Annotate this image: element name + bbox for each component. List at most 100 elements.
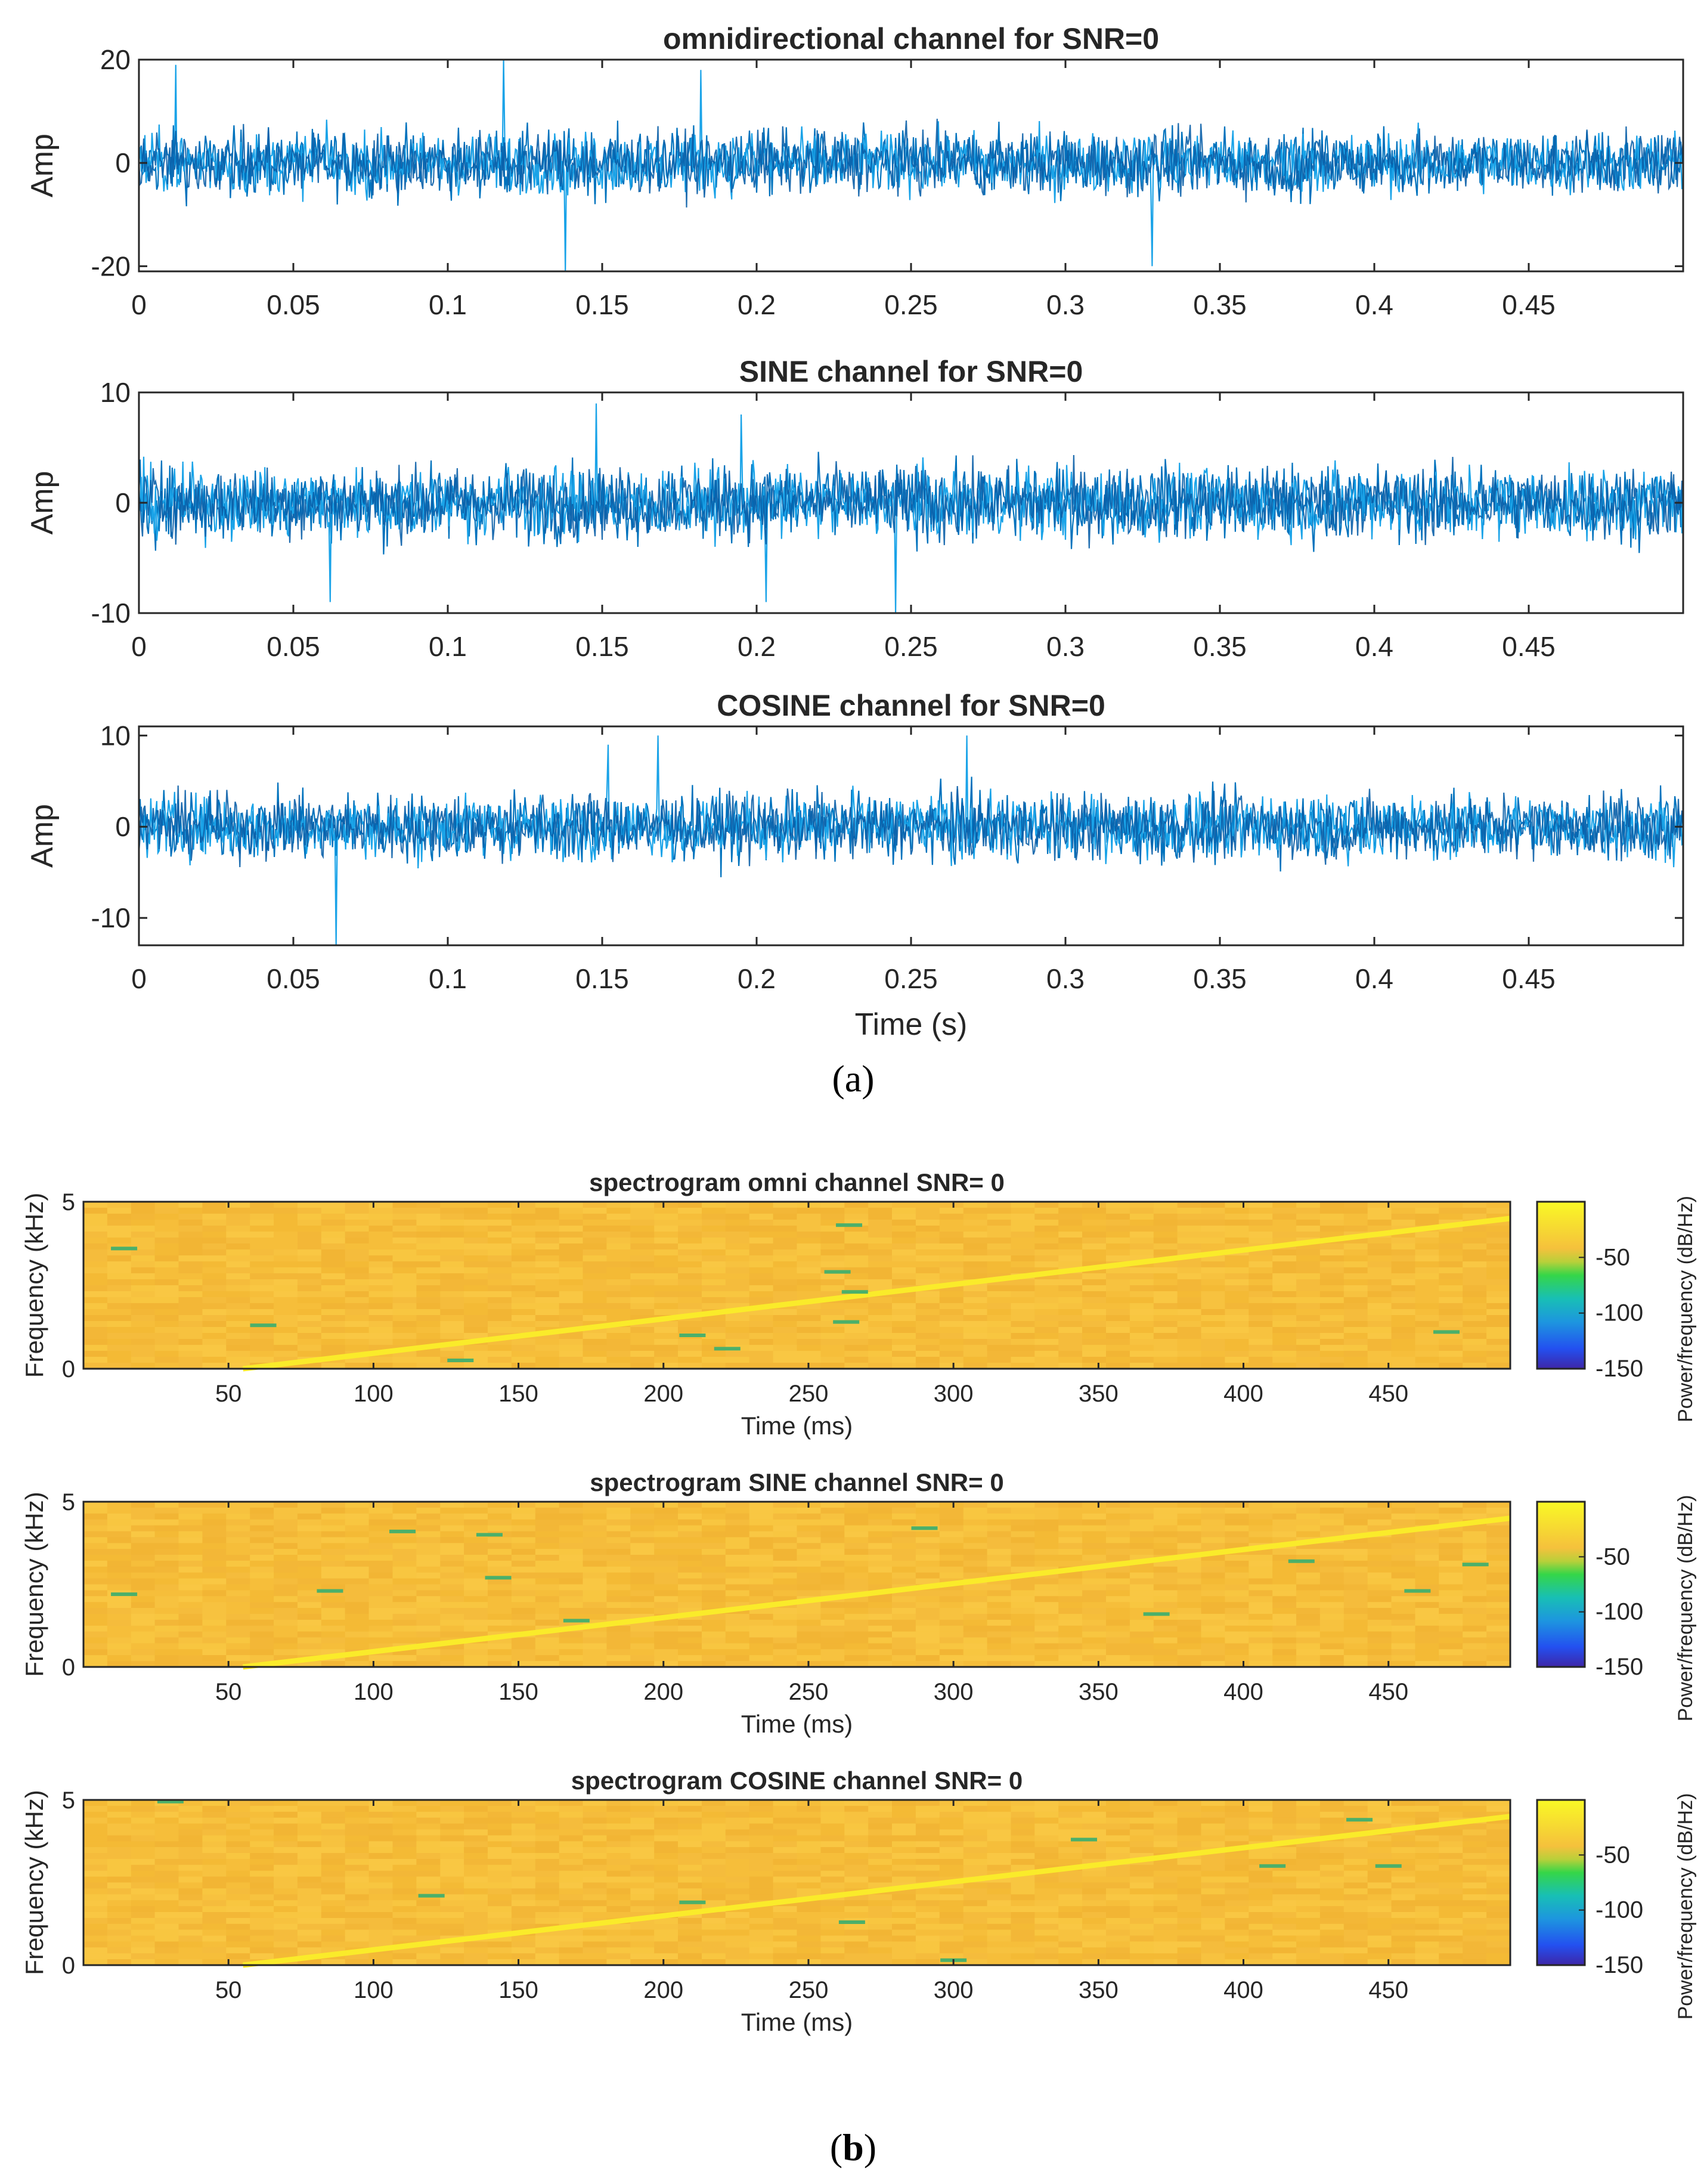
heatmap-cell: [1225, 1232, 1249, 1238]
heatmap-cell: [226, 1525, 250, 1532]
heatmap-cell: [820, 1543, 845, 1549]
heatmap-cell: [131, 1847, 156, 1854]
heatmap-cell: [1249, 1303, 1273, 1310]
heatmap-cell: [511, 1249, 536, 1256]
heatmap-cell: [1225, 1537, 1249, 1543]
heatmap-cell: [583, 1507, 607, 1514]
heatmap-cell: [773, 1345, 798, 1351]
heatmap-cell: [820, 1906, 845, 1913]
heatmap-cell: [1249, 1805, 1273, 1812]
heatmap-cell: [1225, 1572, 1249, 1579]
heatmap-cell: [844, 1661, 869, 1668]
heatmap-cell: [797, 1823, 821, 1830]
heatmap-cell: [1463, 1309, 1487, 1316]
heatmap-cell: [202, 1584, 227, 1591]
heatmap-cell: [274, 1817, 298, 1824]
heatmap-cell: [559, 1596, 584, 1603]
heatmap-cell: [939, 1303, 964, 1310]
heatmap-cell: [274, 1917, 298, 1925]
heatmap-cell: [368, 1560, 394, 1567]
heatmap-cell: [939, 1531, 964, 1538]
heatmap-cell: [392, 1888, 417, 1895]
heatmap-cell: [654, 1339, 679, 1345]
heatmap-cell: [1343, 1238, 1368, 1244]
heatmap-cell: [297, 1507, 322, 1514]
heatmap-cell: [1391, 1261, 1416, 1268]
heatmap-cell: [178, 1853, 203, 1860]
heatmap-cell: [1225, 1882, 1249, 1889]
heatmap-cell: [226, 1566, 250, 1573]
heatmap-cell: [1272, 1614, 1297, 1620]
heatmap-cell: [868, 1811, 893, 1818]
heatmap-cell: [83, 1853, 108, 1860]
heatmap-cell: [559, 1805, 584, 1812]
heatmap-cell: [274, 1327, 298, 1334]
heatmap-cell: [1415, 1578, 1439, 1585]
heatmap-cell: [83, 1555, 108, 1561]
spectrogram-chart-2: 50 100 150 200 250 300 350 400 45005spectrogram …: [20, 1468, 1697, 1738]
heatmap-cell: [1201, 1525, 1225, 1532]
heatmap-cell: [131, 1255, 156, 1262]
heatmap-cell: [226, 1608, 250, 1614]
heatmap-cell: [1486, 1327, 1511, 1334]
heatmap-cell: [1296, 1661, 1321, 1668]
heatmap-cell: [131, 1841, 156, 1848]
heatmap-cell: [1034, 1220, 1059, 1226]
heatmap-cell: [892, 1929, 916, 1936]
heatmap-cell: [416, 1285, 441, 1292]
heatmap-cell: [1201, 1947, 1225, 1954]
heatmap-cell: [1319, 1208, 1344, 1214]
heatmap-cell: [154, 1625, 179, 1632]
heatmap-cell: [1058, 1333, 1083, 1340]
heatmap-cell: [178, 1232, 203, 1238]
heatmap-cell: [368, 1929, 394, 1936]
heatmap-cell: [440, 1829, 464, 1836]
heatmap-cell: [725, 1238, 750, 1244]
heatmap-cell: [321, 1321, 346, 1328]
heatmap-cell: [107, 1835, 132, 1842]
heatmap-cell: [1272, 1555, 1297, 1561]
heatmap-cell: [1486, 1537, 1511, 1543]
heatmap-cell: [1129, 1661, 1154, 1668]
heatmap-cell: [892, 1935, 916, 1942]
heatmap-cell: [131, 1309, 156, 1316]
heatmap-cell: [773, 1351, 798, 1357]
heatmap-cell: [1106, 1864, 1130, 1871]
heatmap-cell: [1201, 1555, 1225, 1561]
heatmap-cell: [630, 1870, 655, 1877]
heatmap-cell: [702, 1543, 726, 1549]
heatmap-cell: [107, 1351, 132, 1357]
signal-series-3: [139, 454, 1683, 549]
heatmap-cell: [511, 1947, 536, 1954]
heatmap-cell: [392, 1555, 417, 1561]
heatmap-cell: [464, 1841, 488, 1848]
heatmap-cell: [416, 1596, 441, 1603]
heatmap-cell: [1367, 1578, 1392, 1585]
heatmap-cell: [678, 1655, 702, 1662]
heatmap-cell: [1343, 1566, 1368, 1573]
heatmap-cell: [1249, 1560, 1273, 1567]
heatmap-cell: [844, 1841, 869, 1848]
heatmap-cell: [725, 1870, 750, 1877]
heatmap-cell: [345, 1327, 370, 1334]
heatmap-cell: [1319, 1631, 1344, 1638]
heatmap-cell: [1058, 1870, 1083, 1877]
heatmap-cell: [749, 1935, 774, 1942]
heatmap-cell: [725, 1596, 750, 1603]
heatmap-cell: [1367, 1357, 1392, 1363]
heatmap-cell: [963, 1900, 988, 1907]
heatmap-cell: [131, 1876, 156, 1883]
heatmap-cell: [1082, 1297, 1107, 1304]
heatmap-cell: [678, 1584, 702, 1591]
heatmap-cell: [1272, 1531, 1297, 1538]
heatmap-cell: [392, 1882, 417, 1889]
heatmap-cell: [1201, 1917, 1225, 1925]
heatmap-cell: [1463, 1315, 1487, 1322]
heatmap-cell: [1129, 1315, 1154, 1322]
heatmap-cell: [368, 1829, 394, 1836]
heatmap-cell: [154, 1202, 179, 1208]
heatmap-cell: [1367, 1303, 1392, 1310]
heatmap-cell: [606, 1226, 631, 1232]
heatmap-cell: [274, 1953, 298, 1960]
heatmap-cell: [464, 1941, 488, 1948]
